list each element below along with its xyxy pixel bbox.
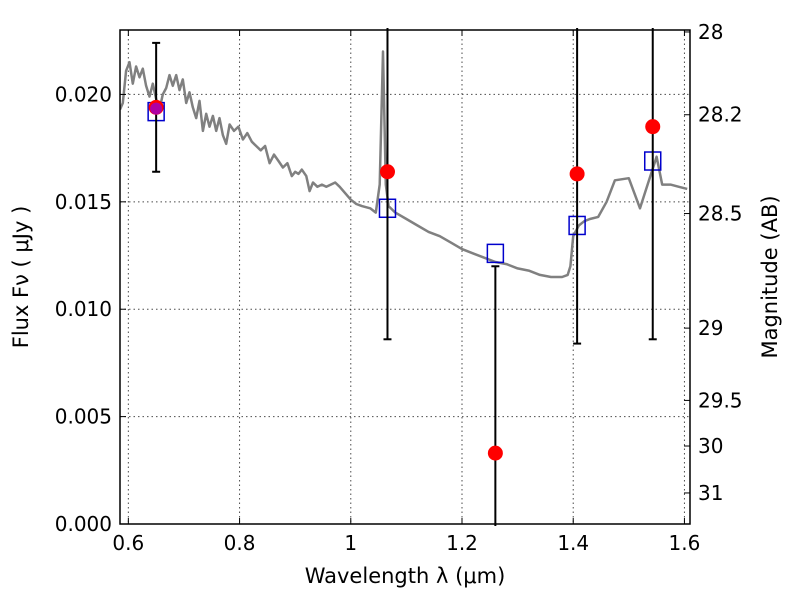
observed-flux-point	[645, 119, 661, 135]
y2-tick-label: 31	[698, 481, 723, 505]
marker-layer	[147, 28, 662, 526]
y-tick-label: 0.000	[55, 512, 112, 536]
observed-flux-point	[569, 166, 585, 182]
model-flux-square	[486, 243, 505, 264]
model-sed-line	[120, 50, 688, 279]
y-axis-label: Flux Fν ( μJy )	[9, 206, 33, 349]
y2-tick-label: 29	[698, 316, 723, 340]
x-tick-label: 1	[344, 531, 357, 555]
x-tick-label: 1.6	[669, 531, 701, 555]
ticks: 0.6 0.8 1 1.2 1.4 1.6 0.000 0.005 0.010 0.015 0.02…	[55, 20, 743, 555]
x-tick-label: 1.4	[557, 531, 589, 555]
y2-tick-label: 29.5	[698, 388, 743, 412]
series-layer	[120, 50, 688, 279]
y2-tick-label: 30	[698, 434, 723, 458]
x-axis-label: Wavelength λ (μm)	[305, 564, 506, 588]
y-tick-label: 0.020	[55, 82, 112, 106]
y2-tick-label: 28	[698, 20, 723, 44]
x-tick-label: 0.8	[224, 531, 256, 555]
observed-flux-point	[487, 445, 503, 461]
x-tick-label: 0.6	[112, 531, 144, 555]
overlap-point	[150, 102, 163, 115]
y2-tick-label: 28.5	[698, 202, 743, 226]
y2-tick-label: 28.2	[698, 103, 743, 127]
y-tick-label: 0.005	[55, 405, 112, 429]
y2-axis-label: Magnitude (AB)	[758, 195, 782, 358]
y-tick-label: 0.010	[55, 297, 112, 321]
y-tick-label: 0.015	[55, 190, 112, 214]
plot-background	[120, 30, 690, 524]
plot-frame	[119, 29, 691, 525]
observed-flux-point	[379, 164, 395, 180]
x-tick-label: 1.2	[446, 531, 478, 555]
